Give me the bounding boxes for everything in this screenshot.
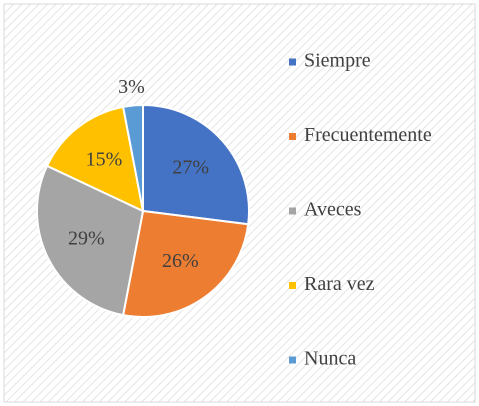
data-label: 15% xyxy=(86,148,123,170)
legend-label: Frecuentemente xyxy=(304,124,432,146)
legend-marker xyxy=(289,58,296,66)
legend-label: Siempre xyxy=(304,50,371,72)
pie-slice xyxy=(36,164,145,317)
data-label: 27% xyxy=(172,157,209,179)
pie-slice xyxy=(45,105,145,213)
legend-marker xyxy=(289,133,296,140)
legend-marker xyxy=(289,356,296,364)
pie-slice xyxy=(121,209,250,318)
data-label: 3% xyxy=(118,76,145,98)
pie-slice xyxy=(121,103,144,212)
legend-marker xyxy=(289,282,296,289)
legend-label: Aveces xyxy=(304,199,362,221)
data-label: 26% xyxy=(162,250,199,272)
legend-marker xyxy=(289,207,296,215)
data-label: 29% xyxy=(68,227,105,249)
legend-label: Rara vez xyxy=(304,273,375,295)
pie-slice xyxy=(142,103,250,226)
legend-label: Nunca xyxy=(304,348,356,370)
